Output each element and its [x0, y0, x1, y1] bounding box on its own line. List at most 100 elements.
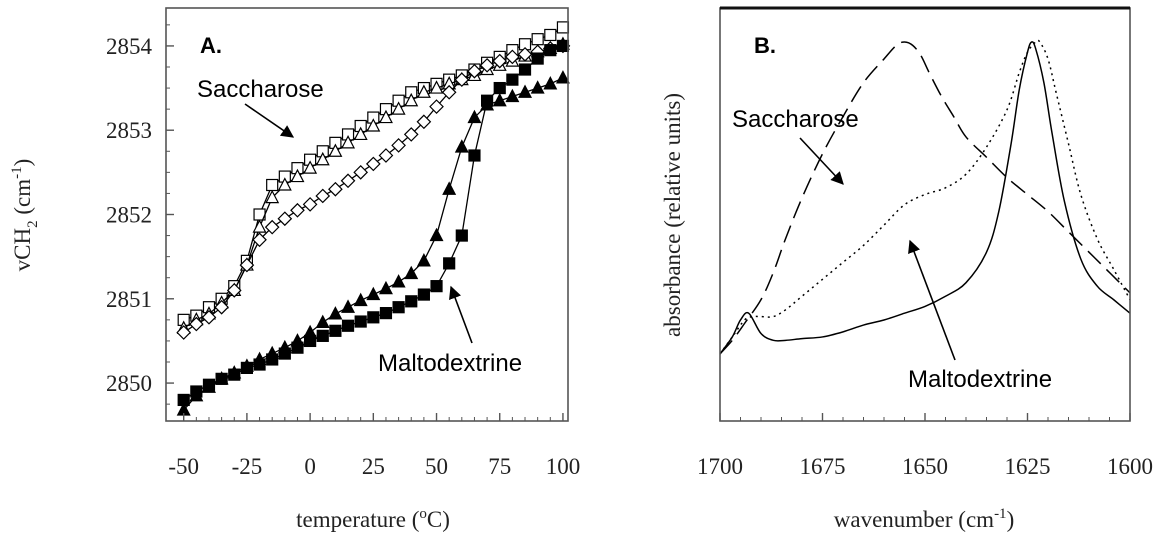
panel-a-series-filled-triangle-point [530, 80, 545, 94]
panel-b-x-tick-label: 1700 [697, 454, 743, 479]
panel-a-series-filled-square-point [354, 315, 367, 328]
panel-a-series-filled-triangle-point [315, 314, 330, 328]
panel-a-series-open-diamond-point [365, 156, 381, 172]
panel-a-series-open-diamond-point [454, 72, 470, 87]
panel-a-series-open-triangle-point [277, 177, 292, 191]
panel-a-x-axis-label: temperature (oC) [296, 506, 450, 532]
panel-b-series [719, 39, 1131, 355]
panel-a-annotation-maltodextrine-text: Maltodextrine [378, 350, 522, 377]
panel-a-series-filled-square-point [177, 393, 190, 407]
panel-a-series-filled-triangle-point [454, 139, 469, 153]
panel-a-series-filled-square-point [240, 361, 254, 374]
panel-a-label: A. [200, 33, 222, 58]
panel-b-x-axis-label: wavenumber (cm-1) [834, 506, 1014, 532]
panel-a-series-open-diamond-point [429, 99, 444, 114]
panel-a-series-open-square [177, 21, 570, 326]
panel-b-x-tick-label: 1625 [1005, 454, 1051, 479]
panel-a-series-filled-square-point [266, 353, 279, 366]
panel-a-series-open-diamond-point [340, 173, 356, 189]
panel-a-series-open-diamond [176, 38, 571, 340]
panel-a-series-open-triangle-point [378, 109, 393, 124]
panel-a-series-filled-square-point [329, 324, 342, 337]
panel-a-series-filled-triangle-point [366, 286, 381, 301]
panel-b-label: B. [754, 33, 776, 58]
panel-a-y-axis-label: vCH2 (cm-1) [9, 159, 41, 272]
panel-a-x-tick-label: -50 [168, 454, 199, 479]
panel-a-series-filled-triangle-point [341, 299, 356, 313]
panel-a-series-open-diamond-point [277, 211, 293, 227]
panel-a-x-tick-label: 100 [546, 454, 581, 479]
panel-a-series-filled-square [177, 39, 570, 407]
panel-b-x-tick-label: 1650 [902, 454, 948, 479]
panel-a-series-open-diamond-point [505, 49, 520, 65]
panel-a-series-filled-triangle-point [505, 88, 520, 103]
panel-a-series-open-diamond-point [290, 202, 305, 218]
panel-b-annotation-saccharose-arrow [799, 137, 844, 185]
panel-a-series-filled-square-point [316, 329, 329, 342]
panel-a-series-filled-triangle-point [555, 70, 570, 84]
panel-b-series-solid [719, 41, 1131, 355]
panel-a-series-open-diamond-point [302, 197, 318, 212]
panel-a-x-tick-label: 50 [425, 454, 448, 479]
panel-a-series-open-diamond-point [315, 188, 331, 204]
panel-a-series-open-triangle-point [303, 160, 318, 174]
panel-a-series-open-diamond-point [188, 316, 204, 332]
panel-a-series-filled-square-point [544, 44, 557, 57]
panel-a-series-filled-square-point [379, 307, 393, 320]
panel-a-series-open-diamond-point [214, 299, 229, 315]
panel-a-series-open-square-point [531, 33, 544, 46]
panel-a-series [176, 21, 571, 416]
panel-a-series-open-diamond-point [467, 63, 482, 79]
panel-a-series-filled-triangle-point [391, 274, 406, 288]
panel-b-x-tick-label: 1600 [1107, 454, 1153, 479]
panel-b-ticks: 1700 1675 1650 1625 1600 [697, 413, 1153, 479]
panel-a-series-filled-square-point [531, 52, 544, 65]
panel-a-series-filled-square-point [392, 301, 405, 314]
panel-a-series-open-diamond-point [353, 165, 369, 180]
panel-a-series-filled-triangle-point [328, 306, 343, 320]
panel-a-series-open-square-line [183, 26, 564, 321]
panel-a-series-open-diamond-point [391, 138, 406, 153]
panel-b-series-dashed [719, 41, 1131, 355]
panel-a-series-open-diamond-point [517, 47, 533, 62]
panel-a-series-filled-square-point [215, 372, 228, 385]
panel-a-series-open-diamond-point [378, 148, 394, 163]
panel-a-series-open-diamond-point [441, 84, 457, 100]
panel-a-series-filled-triangle-point [442, 181, 457, 195]
panel-a-series-filled-square-point [291, 341, 304, 354]
panel-a-annotation-saccharose-arrow [244, 103, 295, 138]
panel-a-series-open-triangle-point [404, 92, 419, 107]
panel-b-annotation-maltodextrine: Maltodextrine [908, 239, 1052, 393]
panel-b-frame [719, 7, 1131, 422]
panel-a-series-filled-triangle-point [429, 227, 444, 242]
panel-b-x-tick-label: 1675 [800, 454, 846, 479]
panel-a-series-filled-square-point [480, 94, 494, 107]
panel-a-series-filled-square-point [278, 347, 291, 360]
panel-a-series-open-diamond-point [479, 57, 495, 73]
panel-a-series-filled-square-point [228, 368, 241, 381]
panel-a-x-tick-label: -25 [232, 454, 263, 479]
panel-a-series-filled-square-point [455, 229, 468, 242]
panel-a-series-open-square-point [266, 178, 279, 192]
panel-a-annotation-saccharose: Saccharose [197, 76, 324, 138]
panel-a-series-open-diamond-point [201, 309, 217, 325]
panel-a-series-open-triangle-point [252, 219, 267, 233]
panel-a-series-filled-triangle-point [543, 76, 558, 90]
panel-a-series-filled-square-point [506, 73, 519, 86]
panel-a-series-filled-square-point [443, 257, 456, 270]
panel-a-series-filled-square-point [253, 358, 266, 371]
panel-a-series-open-triangle-point [315, 151, 330, 166]
panel-a-x-tick-label: 75 [488, 454, 511, 479]
panel-a-series-open-diamond-point [403, 127, 419, 142]
panel-a-y-tick-label: 2851 [106, 287, 152, 312]
panel-b-annotation-maltodextrine-arrow [908, 239, 956, 361]
panel-a-series-open-triangle-point [391, 101, 406, 115]
panel-a-series-filled-square-point [405, 295, 418, 308]
panel-a-series-filled-square-point [341, 319, 355, 332]
panel-a-ticks: -50 -25 0 25 50 75 100 2850 2851 2852 2853 2854 [106, 24, 581, 479]
panel-a-series-open-triangle-point [341, 135, 356, 149]
panel-a-series-filled-square-point [417, 288, 430, 301]
panel-a-series-filled-square-point [468, 149, 481, 162]
panel-a-series-open-triangle-point [353, 126, 368, 141]
